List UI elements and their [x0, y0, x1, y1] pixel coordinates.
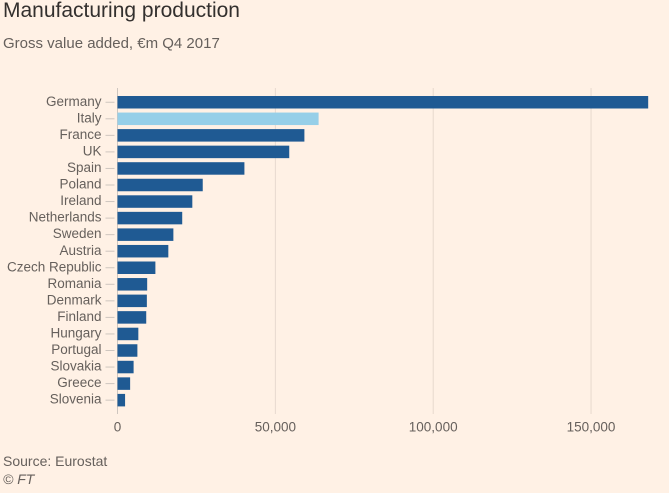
bar-austria: [117, 244, 169, 258]
category-label: Denmark: [47, 292, 102, 307]
category-label: Italy: [77, 110, 102, 125]
category-label: UK: [83, 143, 102, 158]
bar-germany: [117, 96, 649, 109]
category-label: Greece: [57, 375, 101, 390]
category-label: Ireland: [60, 193, 101, 208]
category-label: Slovakia: [50, 359, 102, 374]
category-label: Hungary: [50, 326, 101, 341]
bar-greece: [117, 377, 131, 390]
category-label: France: [59, 127, 101, 142]
bar-netherlands: [117, 211, 183, 225]
chart-title: Manufacturing production: [3, 0, 240, 22]
x-tick-label: 0: [114, 420, 122, 435]
bars: [117, 96, 649, 407]
bar-denmark: [117, 294, 147, 308]
category-label: Romania: [47, 276, 102, 291]
bar-finland: [117, 311, 147, 324]
x-axis-ticks: 0 50,000 100,000 150,000: [114, 420, 616, 435]
category-label: Portugal: [51, 342, 101, 357]
x-tick-label: 150,000: [567, 420, 616, 435]
source-note: Source: Eurostat: [3, 453, 108, 469]
bar-france: [117, 129, 305, 142]
bar-slovenia: [117, 393, 126, 407]
bar-romania: [117, 278, 148, 291]
bar-sweden: [117, 228, 174, 241]
category-label: Poland: [59, 177, 101, 192]
bar-slovakia: [117, 360, 134, 374]
category-label: Austria: [59, 243, 102, 258]
bar-czech-republic: [117, 261, 156, 274]
category-label: Netherlands: [29, 210, 102, 225]
bar-hungary: [117, 327, 139, 341]
x-tick-label: 100,000: [409, 420, 458, 435]
category-label: Finland: [57, 309, 101, 324]
bar-uk: [117, 145, 290, 159]
category-label: Czech Republic: [7, 259, 102, 274]
category-label: Sweden: [53, 226, 102, 241]
copyright-note: © FT: [3, 471, 35, 487]
bar-italy: [117, 112, 319, 126]
category-label: Spain: [67, 160, 102, 175]
chart-subtitle: Gross value added, €m Q4 2017: [3, 35, 220, 52]
bar-poland: [117, 178, 203, 192]
bar-spain: [117, 162, 245, 175]
category-label: Germany: [46, 94, 102, 109]
bar-portugal: [117, 344, 138, 357]
category-label: Slovenia: [50, 392, 102, 407]
x-tick-label: 50,000: [255, 420, 296, 435]
bar-ireland: [117, 195, 193, 208]
